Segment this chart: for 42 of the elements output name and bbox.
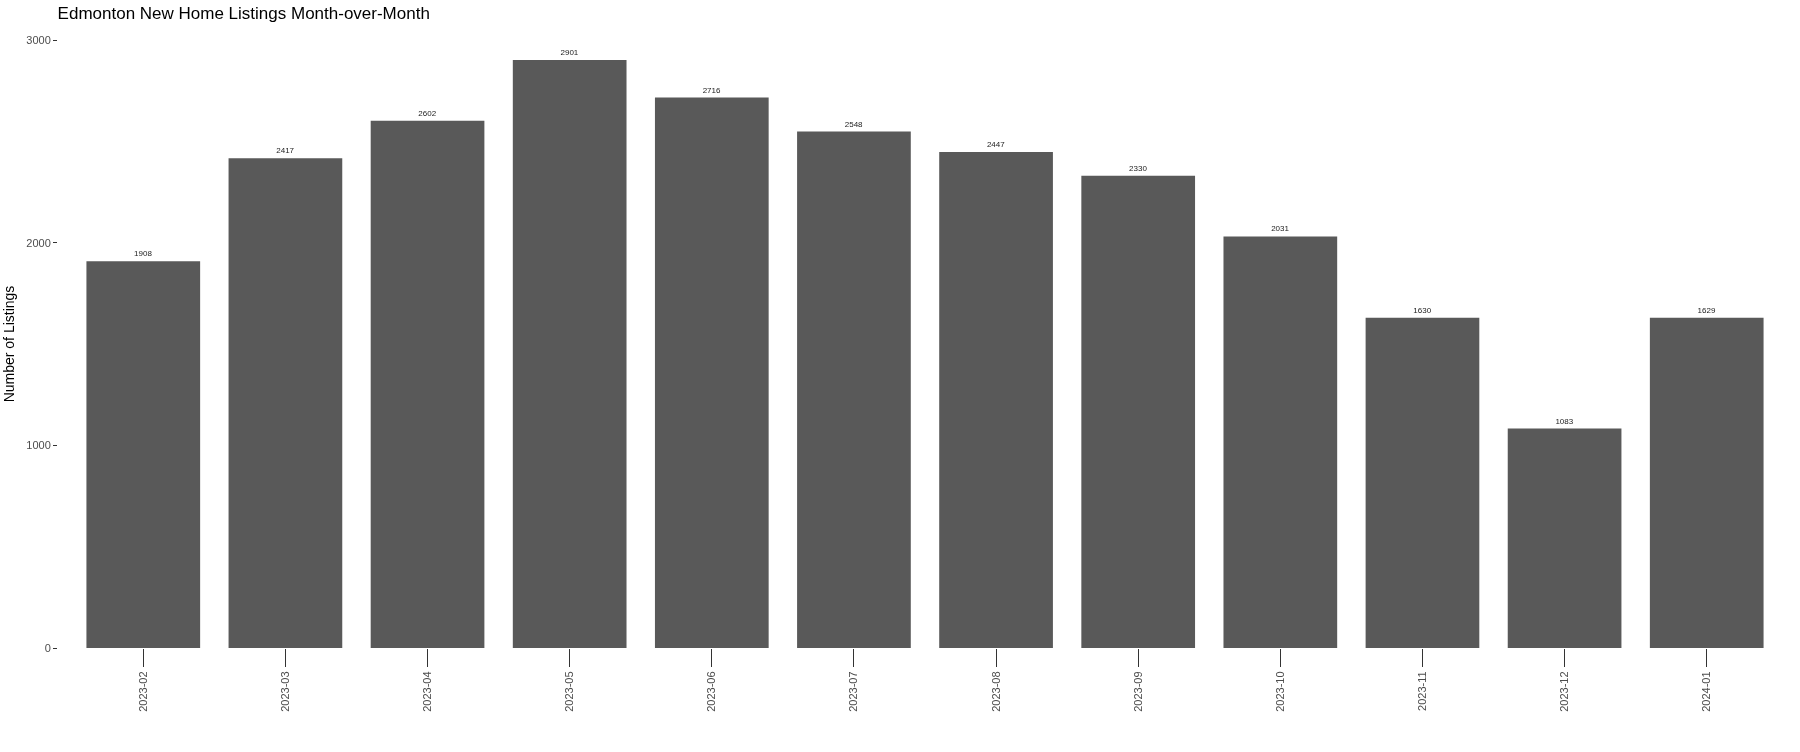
x-tick-label: 2023-07 [847,671,860,712]
data-label: 1630 [1413,305,1432,315]
x-tick-label: 2023-11 [1416,671,1429,711]
bar [86,261,201,648]
data-label: 1083 [1555,416,1574,426]
x-tick-label: 2023-12 [1558,671,1571,712]
data-label: 2447 [986,140,1006,150]
bar [1081,175,1196,648]
bar [1365,317,1480,648]
x-tick-label: 2023-03 [278,671,291,712]
data-label: 2548 [844,119,864,129]
data-label: 1629 [1697,305,1716,315]
x-tick-label: 2023-02 [136,671,149,712]
y-tick-label: 0 [44,641,51,654]
data-label: 2602 [418,108,437,118]
x-tick-label: 2024-01 [1700,671,1713,712]
x-tick-label: 2023-06 [705,671,718,712]
x-tick-label: 2023-05 [563,671,576,712]
y-tick-label: 3000 [26,33,51,46]
y-axis-title: Number of Listings [0,285,17,403]
bar [1507,428,1622,648]
bar [797,131,911,648]
bar [228,158,343,648]
bar [370,120,485,648]
bar [512,60,627,648]
bar [1649,317,1764,648]
x-tick-label: 2023-09 [1131,671,1144,712]
y-tick-label: 2000 [26,236,51,249]
data-label: 2330 [1129,163,1148,173]
data-label: 2716 [702,85,721,95]
x-tick-label: 2023-04 [421,671,434,712]
bar [939,152,1053,648]
bar [654,97,769,648]
chart-title: Edmonton New Home Listings Month-over-Month [57,4,430,24]
y-tick-label: 1000 [26,439,51,452]
x-tick-label: 2023-10 [1273,671,1286,712]
data-label: 1908 [134,249,153,259]
data-label: 2901 [560,48,579,58]
x-tick-label: 2023-08 [989,671,1002,712]
data-label: 2031 [1271,224,1290,234]
bar [1223,236,1338,648]
data-label: 2417 [276,146,295,156]
